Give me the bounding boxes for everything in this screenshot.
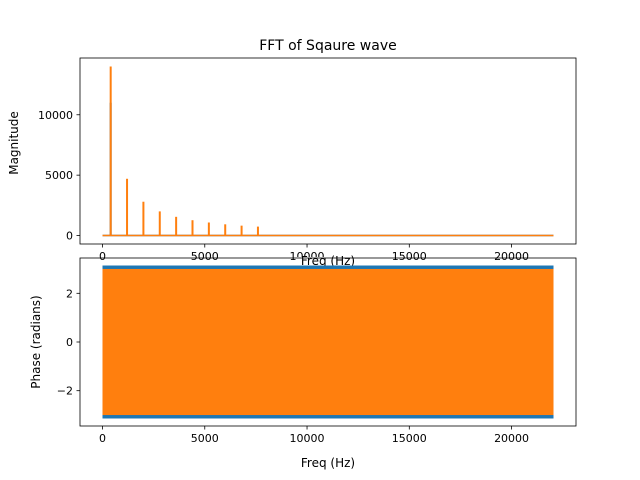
magnitude-x-tick-label: 15000 bbox=[392, 250, 427, 263]
magnitude-y-axis-label: Magnitude bbox=[7, 111, 21, 175]
phase-subplot: 0 5000 10000 15000 20000 −2 0 2 Phase (radians… bbox=[29, 257, 577, 470]
phase-x-tick-label: 10000 bbox=[290, 432, 325, 445]
magnitude-x-ticks: 0 5000 10000 15000 20000 bbox=[99, 244, 529, 263]
magnitude-title: FFT of Sqaure wave bbox=[259, 38, 396, 54]
phase-series-1-band bbox=[102, 268, 554, 416]
phase-y-tick-label: −2 bbox=[57, 385, 73, 398]
phase-x-tick-label: 15000 bbox=[392, 432, 427, 445]
magnitude-y-tick-label: 0 bbox=[66, 230, 73, 243]
magnitude-x-tick-label: 5000 bbox=[191, 250, 219, 263]
magnitude-x-tick-label: 0 bbox=[99, 250, 106, 263]
phase-x-tick-label: 5000 bbox=[191, 432, 219, 445]
magnitude-y-tick-label: 5000 bbox=[45, 169, 73, 182]
magnitude-x-axis-label: Freq (Hz) bbox=[301, 254, 355, 268]
phase-x-tick-label: 0 bbox=[99, 432, 106, 445]
phase-x-tick-label: 20000 bbox=[494, 432, 529, 445]
phase-y-tick-label: 2 bbox=[66, 287, 73, 300]
magnitude-series-layer bbox=[102, 66, 554, 237]
magnitude-xlabel-occluder bbox=[296, 257, 360, 263]
magnitude-y-ticks: 0 5000 10000 bbox=[38, 109, 80, 243]
phase-y-tick-label: 0 bbox=[66, 336, 73, 349]
magnitude-y-tick-label: 10000 bbox=[38, 109, 73, 122]
phase-y-ticks: −2 0 2 bbox=[57, 287, 80, 398]
phase-series-layer bbox=[102, 265, 554, 419]
phase-x-ticks: 0 5000 10000 15000 20000 bbox=[99, 426, 529, 445]
magnitude-axes-frame bbox=[79, 57, 577, 245]
magnitude-subplot: FFT of Sqaure wave 0 5000 10000 15000 20000 … bbox=[7, 38, 577, 268]
phase-x-axis-label: Freq (Hz) bbox=[301, 456, 355, 470]
phase-y-axis-label: Phase (radians) bbox=[29, 295, 43, 388]
magnitude-x-tick-label: 20000 bbox=[494, 250, 529, 263]
